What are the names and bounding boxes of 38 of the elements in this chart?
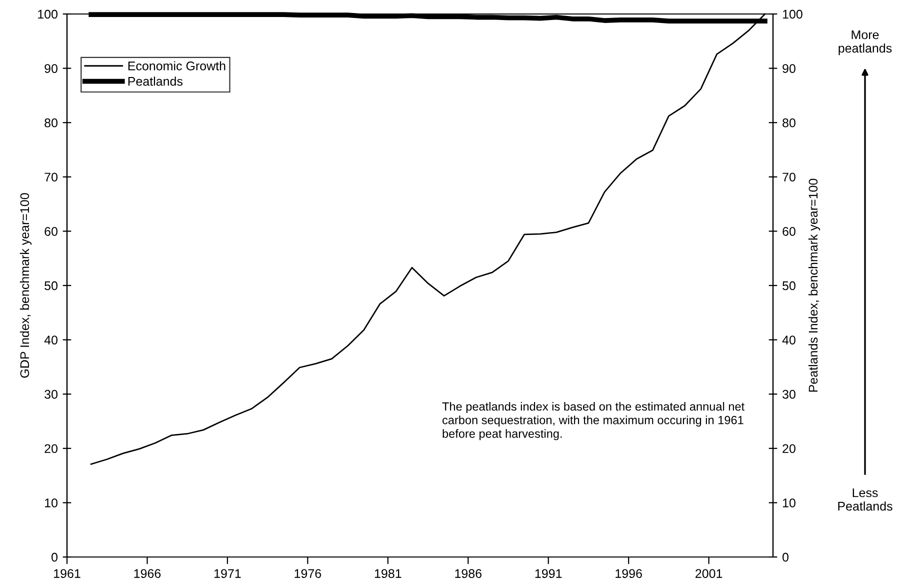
x-tick-label: 1986: [455, 569, 482, 578]
y2-tick-label: 40: [782, 336, 796, 344]
y-tick-label: 50: [44, 281, 58, 290]
text: More peatlands: [838, 30, 892, 56]
y-tick-label: 80: [44, 118, 58, 128]
y2-axis-title: Peatlands Index, benchmark year=100: [808, 178, 820, 392]
y2-tick-label: 20: [782, 444, 796, 454]
y2-tick-label: 90: [782, 64, 796, 73]
y2-tick-label: 100: [782, 10, 802, 19]
y2-tick-label: 30: [782, 390, 796, 399]
y2-tick-label: 70: [782, 172, 796, 182]
y-tick-label: 10: [45, 498, 58, 508]
y-tick-label: 70: [44, 172, 58, 182]
y-tick-label: 100: [38, 10, 58, 19]
y-tick-label: 30: [44, 390, 58, 399]
y2-tick-label: 80: [782, 118, 796, 128]
legend-label: Peatlands: [128, 76, 183, 86]
x-tick-label: 2001: [696, 569, 722, 578]
y-tick-label: 20: [44, 444, 58, 454]
x-tick-label: 1981: [374, 569, 402, 578]
x-tick-label: 1961: [54, 569, 80, 578]
y2-tick-label: 50: [782, 281, 796, 290]
y-tick-label: 90: [44, 64, 58, 73]
x-tick-label: 1971: [214, 569, 241, 578]
y-tick-label: 0: [52, 552, 58, 562]
y-tick-label: 60: [44, 227, 58, 236]
y2-tick-label: 0: [782, 552, 788, 562]
text: Less Peatlands: [838, 488, 892, 511]
legend-label: Economic Growth: [128, 61, 226, 70]
x-tick-label: 1991: [535, 569, 562, 578]
x-tick-label: 1966: [134, 569, 161, 578]
x-tick-label: 1976: [294, 569, 322, 578]
annotation: The peatlands index is based on the estimated annual net carbon sequestration, with the maximum occuring in 1961 before peat harvesting.: [442, 402, 744, 440]
y2-tick-label: 10: [782, 498, 796, 508]
x-tick-label: 1996: [616, 569, 642, 578]
y2-tick-label: 60: [782, 227, 796, 236]
y-tick-label: 40: [44, 336, 58, 344]
y-axis-title: GDP Index, benchmark year=100: [20, 193, 32, 378]
